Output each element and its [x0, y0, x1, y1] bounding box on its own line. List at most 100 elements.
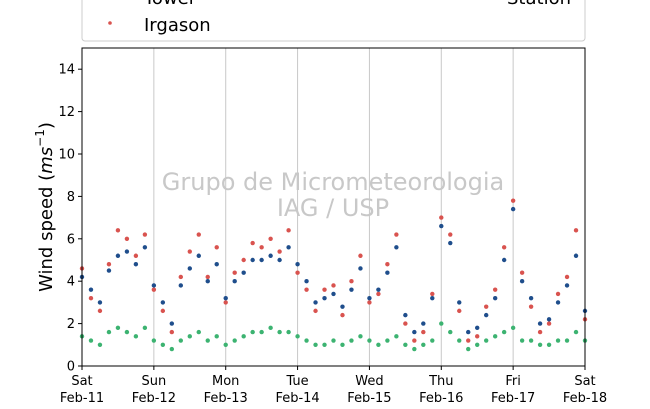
point-station-49	[519, 338, 525, 343]
point-tower-49	[519, 279, 525, 284]
point-tower-35	[394, 245, 399, 250]
point-irgason-10	[169, 329, 175, 335]
point-tower-1	[88, 287, 94, 292]
point-irgason-52	[546, 321, 552, 326]
point-irgason-4	[115, 228, 121, 233]
point-tower-12	[187, 266, 192, 271]
point-irgason-33	[376, 291, 381, 297]
point-station-17	[232, 338, 237, 343]
point-station-36	[403, 342, 408, 347]
point-station-21	[268, 325, 273, 331]
point-tower-39	[430, 295, 435, 301]
legend: Tower Irgason Station	[81, 0, 586, 42]
point-irgason-7	[142, 232, 148, 237]
point-tower-18	[241, 270, 246, 275]
point-station-28	[331, 338, 336, 343]
point-irgason-36	[403, 321, 408, 326]
x-tick-label-date-2: Feb-13	[204, 391, 248, 406]
point-tower-27	[322, 295, 327, 301]
point-station-10	[169, 346, 175, 352]
point-tower-7	[142, 245, 148, 250]
point-tower-13	[196, 253, 201, 258]
point-irgason-34	[385, 262, 390, 267]
point-tower-20	[259, 257, 264, 263]
point-tower-53	[555, 300, 561, 305]
point-irgason-15	[214, 245, 219, 250]
point-tower-5	[124, 249, 130, 254]
point-station-44	[475, 342, 480, 347]
point-station-22	[277, 329, 282, 335]
point-tower-24	[295, 262, 300, 267]
point-station-29	[340, 342, 345, 347]
point-irgason-45	[484, 304, 489, 309]
point-station-45	[484, 338, 489, 343]
x-tick-label-day-2: Mon	[212, 374, 239, 389]
point-station-51	[537, 342, 543, 347]
point-tower-48	[510, 206, 516, 212]
point-tower-37	[412, 329, 417, 335]
point-irgason-12	[187, 249, 192, 254]
point-station-7	[142, 325, 148, 331]
point-tower-26	[313, 300, 318, 305]
plot-area	[82, 48, 585, 366]
point-irgason-32	[367, 300, 372, 305]
y-tick-label-12: 12	[58, 105, 75, 120]
point-tower-25	[304, 279, 309, 284]
point-station-15	[214, 334, 219, 339]
point-irgason-31	[358, 253, 363, 258]
x-tick-label-day-0: Sat	[71, 374, 92, 389]
point-tower-50	[528, 295, 534, 301]
point-irgason-43	[466, 338, 471, 343]
point-tower-14	[205, 279, 210, 284]
point-tower-9	[160, 300, 166, 305]
point-station-42	[457, 338, 462, 343]
point-tower-22	[277, 257, 282, 263]
legend-label-tower: Tower	[143, 0, 197, 9]
point-station-46	[492, 334, 498, 339]
point-irgason-46	[492, 287, 498, 292]
point-station-14	[205, 338, 210, 343]
point-tower-44	[475, 325, 480, 331]
point-station-4	[115, 325, 121, 331]
x-tick-label-day-1: Sun	[141, 374, 166, 389]
point-tower-21	[268, 253, 273, 258]
point-tower-33	[376, 287, 381, 292]
point-tower-32	[367, 295, 372, 301]
point-tower-34	[385, 270, 390, 275]
x-tick-label-date-3: Feb-14	[275, 391, 319, 406]
point-station-1	[88, 338, 94, 343]
point-irgason-55	[573, 228, 579, 233]
point-station-23	[286, 329, 291, 335]
point-irgason-54	[564, 274, 570, 280]
point-tower-10	[169, 321, 175, 326]
series-tower	[79, 206, 588, 335]
point-tower-3	[106, 268, 112, 273]
plot-frame	[81, 47, 586, 367]
point-irgason-27	[322, 287, 327, 292]
watermark: Grupo de Micrometeorologia IAG / USP	[162, 168, 504, 222]
point-irgason-35	[394, 232, 399, 237]
point-irgason-42	[457, 308, 462, 314]
legend-marker-irgason	[108, 21, 112, 25]
point-tower-30	[349, 287, 354, 292]
point-irgason-28	[331, 283, 336, 288]
point-tower-29	[340, 304, 345, 309]
point-station-48	[510, 325, 516, 331]
y-axis-ticks: 0 2 4 6 8 10 12 14	[58, 63, 82, 375]
point-irgason-44	[475, 334, 480, 339]
point-tower-28	[331, 291, 336, 297]
point-irgason-19	[250, 240, 255, 246]
point-station-8	[151, 338, 157, 343]
point-irgason-16	[223, 300, 228, 305]
point-tower-2	[97, 300, 103, 305]
x-tick-label-date-5: Feb-16	[419, 391, 463, 406]
y-tick-label-2: 2	[67, 317, 75, 332]
legend-label-station: Station	[507, 0, 571, 9]
point-station-18	[241, 334, 246, 339]
point-irgason-9	[160, 308, 166, 314]
x-axis-ticks: Sat Feb-11 Sun Feb-12 Mon Feb-13 Tue Feb-14 Wed F…	[60, 366, 607, 406]
point-station-6	[133, 334, 139, 339]
point-station-5	[124, 329, 130, 335]
x-tick-label-date-7: Feb-18	[563, 391, 607, 406]
point-tower-41	[448, 240, 453, 246]
